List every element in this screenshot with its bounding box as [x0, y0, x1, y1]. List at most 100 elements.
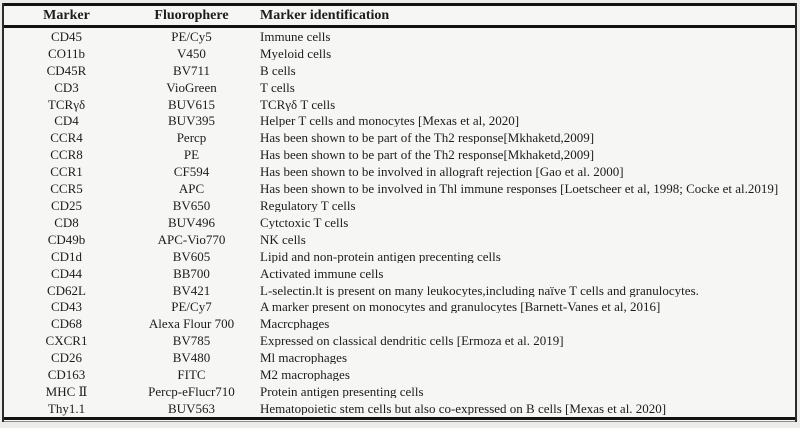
fluorophore-cell: FITC	[177, 367, 206, 383]
table-bottom-rule	[4, 417, 795, 420]
table-row: CD68 Alexa Flour 700 Macrcphages	[4, 315, 795, 332]
header-marker: Marker	[43, 7, 90, 23]
marker-cell: CD45R	[46, 62, 87, 78]
identification-cell: Helper T cells and monocytes [Mexas et a…	[260, 114, 520, 128]
table-row: CD49b APC-Vio770 NK cells	[4, 231, 795, 248]
marker-cell: TCRγδ	[47, 96, 86, 112]
table-row: CD62L BV421 L-selectin.lt is present on …	[4, 282, 795, 299]
identification-cell: TCRγδ T cells	[260, 97, 336, 111]
table-row: CD44 BB700 Activated immune cells	[4, 265, 795, 282]
table-row: Thy1.1 BUV563 Hematopoietic stem cells b…	[4, 400, 795, 417]
fluorophore-cell: Percp-eFlucr710	[148, 383, 235, 399]
table-row: CD3 VioGreen T cells	[4, 79, 795, 96]
identification-cell: T cells	[260, 80, 295, 94]
identification-cell: Has been shown to be involved in allogra…	[260, 165, 624, 179]
identification-cell: Expressed on classical dendritic cells […	[260, 334, 564, 348]
identification-cell: Has been shown to be involved in Thl imm…	[260, 182, 779, 196]
identification-cell: Hematopoietic stem cells but also co-exp…	[260, 401, 667, 415]
fluorophore-cell: V450	[177, 45, 206, 61]
marker-cell: CD4	[54, 113, 79, 129]
table-row: CD43 PE/Cy7 A marker present on monocyte…	[4, 299, 795, 316]
marker-fluorophore-table: Marker Fluorophere Marker identification…	[2, 3, 797, 422]
marker-cell: CO11b	[47, 45, 86, 61]
identification-cell: B cells	[260, 63, 296, 77]
marker-cell: CD163	[47, 367, 86, 383]
table-row: CCR5 APC Has been shown to be involved i…	[4, 180, 795, 197]
identification-cell: Protein antigen presenting cells	[260, 384, 424, 398]
fluorophore-cell: BV711	[172, 62, 211, 78]
marker-cell: CD3	[54, 79, 79, 95]
identification-cell: A marker present on monocytes and granul…	[260, 300, 661, 314]
fluorophore-cell: APC	[178, 181, 205, 197]
table-row: CD4 BUV395 Helper T cells and monocytes …	[4, 113, 795, 130]
identification-cell: L-selectin.lt is present on many leukocy…	[260, 283, 699, 297]
identification-cell: Myeloid cells	[260, 46, 332, 60]
identification-cell: M2 macrophages	[260, 368, 350, 382]
table-row: CD25 BV650 Regulatory T cells	[4, 197, 795, 214]
marker-cell: CD43	[50, 299, 83, 315]
identification-cell: Immune cells	[260, 29, 331, 43]
marker-cell: CCR8	[50, 147, 83, 163]
fluorophore-cell: APC-Vio770	[157, 231, 226, 247]
identification-cell: Regulatory T cells	[260, 199, 356, 213]
fluorophore-cell: BV785	[172, 333, 211, 349]
fluorophore-cell: BUV615	[168, 96, 215, 112]
marker-cell: CCR4	[50, 130, 83, 146]
table-row: CCR1 CF594 Has been shown to be involved…	[4, 163, 795, 180]
marker-cell: CD8	[54, 214, 79, 230]
table-header-row: Marker Fluorophere Marker identification	[4, 6, 795, 25]
marker-cell: CD62L	[47, 282, 86, 298]
fluorophore-cell: BUV496	[168, 214, 215, 230]
marker-cell: CXCR1	[45, 333, 88, 349]
fluorophore-cell: BV421	[172, 282, 211, 298]
table-top-rule	[4, 3, 795, 6]
fluorophore-cell: VioGreen	[166, 79, 217, 95]
table-header-rule	[4, 25, 795, 28]
marker-cell: MHC Ⅱ	[45, 383, 88, 399]
table-row: CD45R BV711 B cells	[4, 62, 795, 79]
marker-cell: CD44	[50, 265, 83, 281]
table-row: CCR4 Percp Has been shown to be part of …	[4, 129, 795, 146]
marker-cell: CD45	[50, 28, 83, 44]
header-fluorophore: Fluorophere	[154, 7, 229, 23]
fluorophore-cell: CF594	[173, 164, 210, 180]
table-row: CD8 BUV496 Cytctoxic T cells	[4, 214, 795, 231]
table-row: CCR8 PE Has been shown to be part of the…	[4, 146, 795, 163]
table-row: CXCR1 BV785 Expressed on classical dendr…	[4, 332, 795, 349]
identification-cell: Activated immune cells	[260, 266, 384, 280]
table-row: CO11b V450 Myeloid cells	[4, 45, 795, 62]
identification-cell: Lipid and non-protein antigen precenting…	[260, 249, 501, 263]
marker-cell: CCR1	[50, 164, 83, 180]
fluorophore-cell: PE/Cy7	[171, 299, 212, 315]
marker-cell: Thy1.1	[47, 400, 86, 416]
marker-cell: CD1d	[50, 248, 83, 264]
table-row: TCRγδ BUV615 TCRγδ T cells	[4, 96, 795, 113]
identification-cell: Has been shown to be part of the Th2 res…	[260, 131, 595, 145]
fluorophore-cell: PE	[183, 147, 200, 163]
marker-cell: CD26	[50, 350, 83, 366]
fluorophore-cell: BUV563	[168, 400, 215, 416]
fluorophore-cell: BV650	[172, 198, 211, 214]
marker-cell: CD68	[50, 316, 83, 332]
header-identification: Marker identification	[260, 7, 390, 23]
fluorophore-cell: Alexa Flour 700	[148, 316, 235, 332]
identification-cell: Has been shown to be part of the Th2 res…	[260, 148, 595, 162]
table-row: CD26 BV480 Ml macrophages	[4, 349, 795, 366]
fluorophore-cell: BUV395	[168, 113, 215, 129]
identification-cell: Macrcphages	[260, 317, 330, 331]
marker-cell: CCR5	[50, 181, 83, 197]
marker-cell: CD25	[50, 198, 83, 214]
table-row: CD163 FITC M2 macrophages	[4, 366, 795, 383]
fluorophore-cell: Percp	[176, 130, 207, 146]
table-body: CD45 PE/Cy5 Immune cells CO11b V450 Myel…	[4, 28, 795, 417]
fluorophore-cell: BV605	[172, 248, 211, 264]
fluorophore-cell: BV480	[172, 350, 211, 366]
table-bottom-rule-2	[4, 421, 795, 422]
identification-cell: Cytctoxic T cells	[260, 215, 349, 229]
fluorophore-cell: BB700	[173, 265, 210, 281]
identification-cell: NK cells	[260, 232, 306, 246]
fluorophore-cell: PE/Cy5	[171, 28, 212, 44]
table-row: CD45 PE/Cy5 Immune cells	[4, 28, 795, 45]
table-row: CD1d BV605 Lipid and non-protein antigen…	[4, 248, 795, 265]
marker-cell: CD49b	[47, 231, 86, 247]
